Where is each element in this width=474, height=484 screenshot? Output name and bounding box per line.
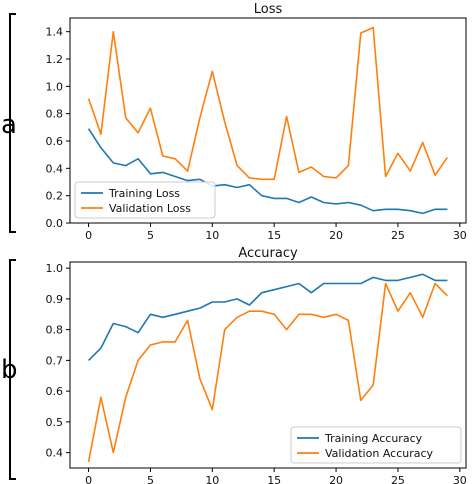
y-tick-label: 0.7 [46, 354, 64, 367]
legend-entry: Training Accuracy [324, 432, 423, 445]
legend-box [290, 426, 462, 464]
y-tick-label: 1.4 [46, 26, 64, 39]
plot-frame [69, 17, 467, 224]
x-tick-label: 15 [267, 229, 281, 242]
panel-a-label: a [1, 110, 17, 140]
y-tick-label: 0.2 [46, 190, 64, 203]
legend: Training Accuracy Validation Accuracy [290, 426, 462, 464]
x-tick-label: 25 [391, 474, 405, 484]
legend-entry: Training Loss [108, 187, 180, 200]
y-tick-label: 0.8 [46, 324, 64, 337]
panel-a-bracket [9, 13, 16, 233]
y-tick-label: 0.8 [46, 108, 64, 121]
y-tick-label: 0.6 [46, 135, 64, 148]
x-tick-label: 5 [147, 474, 154, 484]
training-accuracy-line [88, 273, 448, 361]
x-tick-label: 15 [267, 474, 281, 484]
validation-accuracy-line [87, 282, 448, 463]
training-loss-line [87, 128, 448, 215]
chart-title: Loss [254, 2, 283, 17]
y-tick-label: 1.0 [46, 262, 64, 275]
x-tick-label: 20 [329, 474, 343, 484]
x-tick-label: 20 [329, 229, 343, 242]
y-tick-label: 0.0 [46, 217, 64, 230]
legend-box [74, 181, 216, 219]
loss-plot: Loss 0 5 10 15 20 25 30 0.0 0.2 0.4 0.6 0.8 1.0 1.2 1.4… [46, 2, 467, 242]
chart-title: Accuracy [238, 246, 298, 261]
y-tick-label: 1.0 [46, 80, 64, 93]
panel-b-label: b [1, 355, 18, 385]
x-tick-label: 0 [85, 229, 92, 242]
plot-frame [69, 261, 467, 469]
x-tick-label: 5 [147, 229, 154, 242]
x-tick-label: 25 [391, 229, 405, 242]
legend-entry: Validation Loss [109, 202, 191, 215]
x-tick-label: 10 [205, 474, 219, 484]
y-tick-label: 0.9 [46, 293, 64, 306]
y-tick-label: 0.6 [46, 385, 64, 398]
legend-entry: Validation Accuracy [325, 447, 434, 460]
validation-loss-line [87, 26, 449, 181]
panel-b-bracket [9, 259, 16, 480]
y-tick-label: 1.2 [46, 53, 64, 66]
y-tick-label: 0.4 [46, 162, 64, 175]
x-tick-label: 10 [205, 229, 219, 242]
x-tick-label: 0 [85, 474, 92, 484]
legend: Training Loss Validation Loss [74, 181, 216, 219]
x-tick-label: 30 [453, 474, 467, 484]
y-tick-label: 0.5 [46, 416, 64, 429]
accuracy-plot: Accuracy 0 5 10 15 20 25 30 0.4 0.5 0.6 0.7 0.8 0.9 1.… [46, 246, 467, 484]
y-tick-label: 0.4 [46, 447, 64, 460]
x-tick-label: 30 [453, 229, 467, 242]
